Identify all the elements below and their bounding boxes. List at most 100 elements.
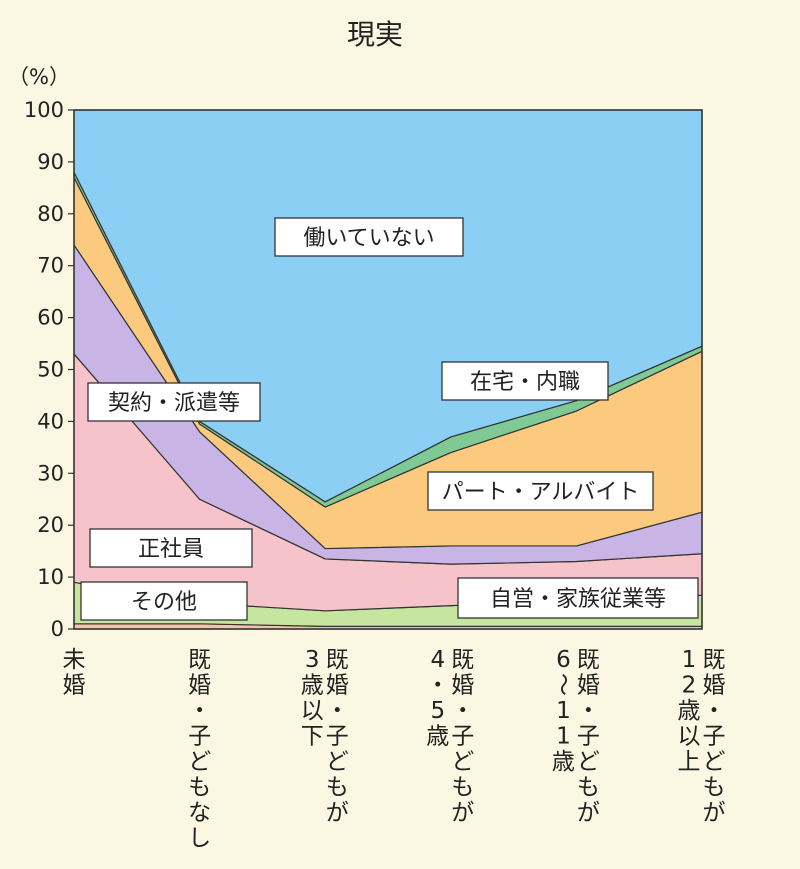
x-label-char: 未 bbox=[63, 647, 86, 673]
x-label-char: 既 bbox=[577, 647, 600, 673]
label-box bbox=[87, 382, 261, 422]
y-tick-label: 30 bbox=[37, 461, 64, 485]
label-box bbox=[80, 581, 248, 621]
x-label-char: 婚 bbox=[63, 673, 86, 699]
x-label-char: ・ bbox=[703, 698, 726, 724]
y-tick-label: 20 bbox=[37, 513, 64, 537]
x-label-char: 1 bbox=[556, 698, 571, 724]
x-category-label: 6～11歳 bbox=[549, 647, 575, 775]
x-label-char: 子 bbox=[577, 724, 600, 750]
series-label-5: 在宅・内職 bbox=[441, 361, 609, 401]
y-tick-label: 80 bbox=[37, 202, 64, 226]
x-label-char: な bbox=[188, 800, 211, 826]
x-label-char: 5 bbox=[430, 698, 445, 724]
x-label-char: ど bbox=[451, 749, 474, 775]
x-label-char: ど bbox=[326, 749, 349, 775]
series-label-text: 正社員 bbox=[138, 537, 204, 562]
x-label-char: ど bbox=[577, 749, 600, 775]
x-label-char: 既 bbox=[703, 647, 726, 673]
x-label-char: が bbox=[451, 800, 474, 826]
label-box bbox=[274, 217, 464, 257]
x-label-char: 婚 bbox=[577, 673, 600, 699]
x-label-char: し bbox=[188, 826, 211, 852]
x-label-char: 既 bbox=[188, 647, 211, 673]
x-label-char: 歳 bbox=[301, 673, 324, 699]
x-label-char: 子 bbox=[703, 724, 726, 750]
x-label-char: が bbox=[326, 800, 349, 826]
x-label-char: 以 bbox=[301, 698, 324, 724]
y-tick-label: 90 bbox=[37, 150, 64, 174]
x-label-char: ・ bbox=[577, 698, 600, 724]
x-label-char: 3 bbox=[305, 647, 320, 673]
x-label-char: も bbox=[188, 775, 211, 801]
x-label-char: も bbox=[577, 775, 600, 801]
series-label-3: 契約・派遣等 bbox=[87, 382, 261, 422]
x-label-char: ・ bbox=[188, 698, 211, 724]
series-label-text: 自営・家族従業等 bbox=[490, 587, 666, 612]
x-label-char: ～ bbox=[549, 673, 575, 696]
x-label-char: 6 bbox=[556, 647, 571, 673]
x-label-char: も bbox=[451, 775, 474, 801]
x-label-char: 歳 bbox=[678, 698, 701, 724]
x-label-char: 2 bbox=[682, 673, 697, 699]
series-label-1: 自営・家族従業等 bbox=[457, 577, 699, 619]
x-label-char: 1 bbox=[556, 724, 571, 750]
series-label-text: 在宅・内職 bbox=[470, 370, 580, 395]
x-label-char: 婚 bbox=[188, 673, 211, 699]
label-box bbox=[427, 471, 654, 511]
x-label-char: ど bbox=[188, 749, 211, 775]
x-label-char: 子 bbox=[451, 724, 474, 750]
y-tick-label: 40 bbox=[37, 409, 64, 433]
y-axis-unit: （%） bbox=[8, 65, 70, 89]
y-tick-label: 10 bbox=[37, 565, 64, 589]
series-label-text: パート・アルバイト bbox=[442, 480, 640, 505]
x-label-char: 下 bbox=[301, 724, 324, 750]
label-box bbox=[457, 577, 699, 619]
x-label-char: 4 bbox=[430, 647, 445, 673]
label-box bbox=[89, 528, 253, 568]
series-label-text: 契約・派遣等 bbox=[108, 391, 240, 416]
x-label-char: が bbox=[703, 800, 726, 826]
y-tick-label: 60 bbox=[37, 306, 64, 330]
y-tick-label: 0 bbox=[51, 617, 64, 641]
x-label-char: ・ bbox=[451, 698, 474, 724]
x-label-char: も bbox=[326, 775, 349, 801]
y-axis: 0 10 20 30 40 50 60 70 80 90 100 bbox=[24, 98, 74, 641]
x-label-char: も bbox=[703, 775, 726, 801]
y-tick-label: 50 bbox=[37, 358, 64, 382]
x-axis-labels: 未婚既婚・子どもなし既婚・子どもが3歳以下既婚・子どもが4・5歳既婚・子どもが6… bbox=[63, 647, 726, 852]
x-label-char: 婚 bbox=[703, 673, 726, 699]
x-label-char: 既 bbox=[451, 647, 474, 673]
x-label-char: が bbox=[577, 800, 600, 826]
series-label-text: 働いていない bbox=[303, 226, 434, 251]
x-label-char: 以 bbox=[678, 724, 701, 750]
series-label-2: 正社員 bbox=[89, 528, 253, 568]
x-label-char: 子 bbox=[326, 724, 349, 750]
x-label-char: 上 bbox=[678, 749, 701, 775]
label-box bbox=[441, 361, 609, 401]
x-label-char: 婚 bbox=[326, 673, 349, 699]
x-label-char: 子 bbox=[188, 724, 211, 750]
x-label-char: 1 bbox=[682, 647, 697, 673]
x-category-label: 未婚 bbox=[63, 647, 86, 699]
plot-frame bbox=[73, 109, 703, 630]
series-label-text: その他 bbox=[131, 590, 197, 615]
x-label-char: ど bbox=[703, 749, 726, 775]
y-tick-label: 100 bbox=[24, 98, 64, 122]
series-label-4: パート・アルバイト bbox=[427, 471, 654, 511]
x-label-char: 歳 bbox=[552, 749, 575, 775]
series-label-0: その他 bbox=[80, 581, 248, 621]
series-label-6: 働いていない bbox=[274, 217, 464, 257]
x-label-char: 歳 bbox=[426, 724, 449, 750]
x-label-char: ・ bbox=[426, 673, 449, 699]
y-tick-label: 70 bbox=[37, 254, 64, 278]
x-category-label: 4・5歳 bbox=[426, 647, 449, 750]
